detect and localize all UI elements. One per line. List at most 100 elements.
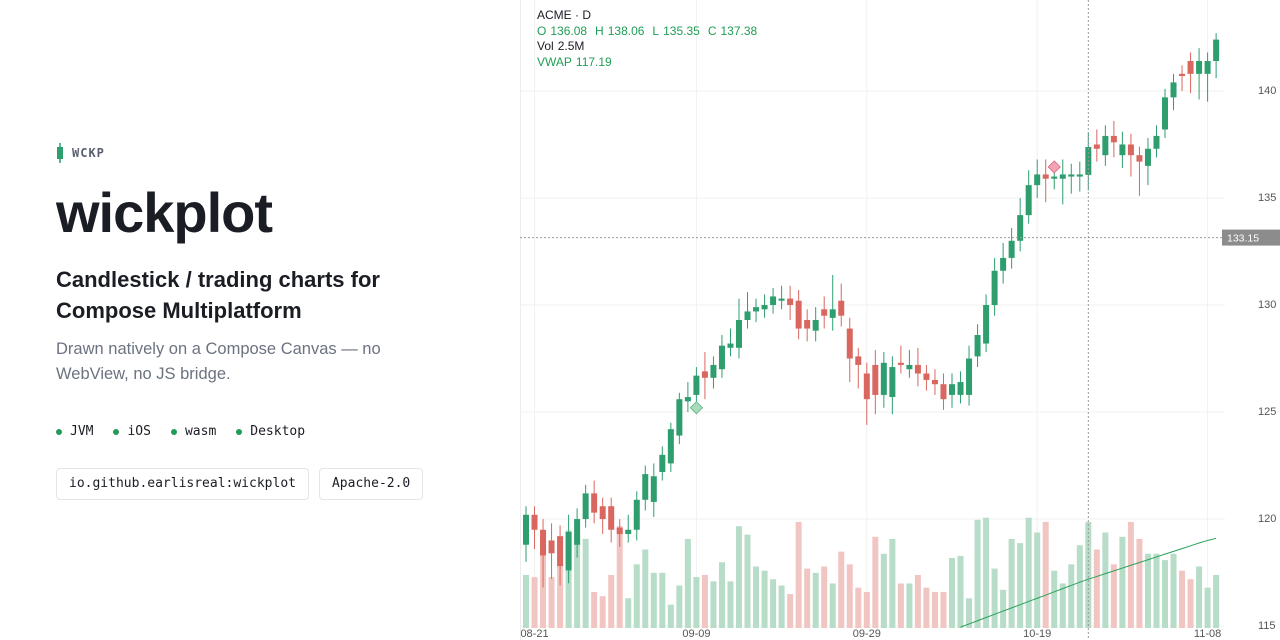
candle-body xyxy=(1068,174,1075,177)
crosshair-label-box xyxy=(1222,229,1280,246)
platform: iOS xyxy=(113,424,151,439)
volume-bar xyxy=(1042,521,1049,628)
volume-bar xyxy=(582,538,589,628)
y-tick-label: 135 xyxy=(1258,192,1276,204)
platform-dot xyxy=(56,428,62,435)
volume-bar xyxy=(1051,570,1058,628)
candle-body xyxy=(838,300,845,316)
volume-bar xyxy=(633,564,640,628)
x-tick-label: 09-09 xyxy=(682,628,710,640)
candle-body xyxy=(693,375,700,395)
candle-body xyxy=(1076,174,1083,177)
candle-body xyxy=(846,328,853,359)
volume-bar xyxy=(770,579,777,628)
badges: io.github.earlisreal:wickplot Apache-2.0 xyxy=(56,468,424,500)
candle-body xyxy=(914,364,921,374)
volume-bar xyxy=(1213,574,1220,628)
subtitle: Candlestick / trading charts for Compose… xyxy=(56,267,380,323)
title: wickplot xyxy=(56,181,273,244)
candle-body xyxy=(650,476,657,502)
legend-label: H xyxy=(595,23,604,38)
candle-body xyxy=(829,309,836,318)
candle-body xyxy=(1059,174,1066,179)
candle-body xyxy=(991,270,998,306)
legend-label: L xyxy=(652,23,660,38)
candle-body xyxy=(744,311,751,320)
x-tick-label: 08-21 xyxy=(520,628,548,640)
candle-body xyxy=(1093,144,1100,149)
candle-body xyxy=(1144,148,1151,166)
candle-body xyxy=(676,399,683,436)
platform-dot xyxy=(170,428,177,435)
candle-body xyxy=(582,493,589,520)
legend-value: 138.06 xyxy=(607,23,645,38)
volume-bar xyxy=(1110,564,1117,628)
candle-body xyxy=(1000,257,1007,271)
volume-bar xyxy=(914,574,921,628)
legend-value: 136.08 xyxy=(550,23,588,38)
volume-bar xyxy=(1076,545,1083,628)
volume-bar xyxy=(1000,589,1007,628)
volume-bar xyxy=(880,553,887,628)
platform-label: JVM xyxy=(70,424,94,439)
volume-bar xyxy=(940,591,947,628)
legend-value: 137.38 xyxy=(720,23,758,38)
candle-body xyxy=(642,474,649,500)
legend-value: 135.35 xyxy=(663,23,700,38)
volume-bar xyxy=(642,549,649,628)
volume-bar xyxy=(1119,536,1126,628)
chart: 115 120 125 130 135 140 08-21 09-09 09-29 10-19 11… xyxy=(520,0,1280,640)
volume-bar xyxy=(1068,564,1075,628)
volume-bar xyxy=(957,555,964,628)
candle-body xyxy=(804,319,811,329)
volume-bar xyxy=(1204,587,1211,628)
platform-label: wasm xyxy=(184,424,217,439)
volume-bar xyxy=(795,521,802,628)
candle-body xyxy=(727,343,734,348)
y-tick-label: 130 xyxy=(1258,299,1276,311)
volume-bar xyxy=(659,572,666,628)
candle-body xyxy=(1051,176,1058,179)
platform: Desktop xyxy=(236,424,305,439)
volume-bar xyxy=(804,568,811,628)
candle-body xyxy=(633,499,640,530)
candle-body xyxy=(821,309,828,316)
candle-body xyxy=(880,362,887,395)
legend-row: VWAP 117.19 xyxy=(537,55,765,71)
volume-bar xyxy=(676,585,683,628)
signal-marker xyxy=(689,401,703,415)
platform: wasm xyxy=(170,424,217,439)
candle-body xyxy=(974,334,981,357)
legend-row: O 136.08 H 138.06 L 135.35 C 137.38 xyxy=(537,24,765,40)
candle-body xyxy=(761,305,768,310)
legend-label: Vol xyxy=(537,39,554,53)
volume-bar xyxy=(548,577,555,628)
volume-bar xyxy=(897,583,904,628)
y-tick-label: 140 xyxy=(1258,85,1276,97)
platform-label: Desktop xyxy=(250,424,306,439)
platforms: JVM iOS wasm Desktop xyxy=(56,424,305,439)
candle-body xyxy=(523,514,529,545)
volume-bar xyxy=(1017,543,1024,628)
candle-body xyxy=(1179,73,1186,76)
candle-body xyxy=(1187,61,1194,74)
candle-body xyxy=(557,536,564,567)
platform: JVM xyxy=(56,424,93,439)
volume-bar xyxy=(906,583,913,628)
volume-bar xyxy=(710,581,717,628)
volume-bar xyxy=(727,581,734,628)
candle-body xyxy=(1008,240,1015,258)
volume-bar xyxy=(761,570,768,628)
volume-bar xyxy=(1085,521,1092,628)
candle-body xyxy=(736,319,742,348)
volume-bar xyxy=(744,534,751,628)
volume-bar xyxy=(1127,521,1134,628)
volume-bar xyxy=(616,526,623,628)
volume-bar xyxy=(1102,532,1109,628)
badge: io.github.earlisreal:wickplot xyxy=(56,468,309,500)
volume-bar xyxy=(599,596,606,628)
volume-bar xyxy=(949,557,955,628)
candle-body xyxy=(889,367,896,398)
volume-bar xyxy=(838,551,845,628)
